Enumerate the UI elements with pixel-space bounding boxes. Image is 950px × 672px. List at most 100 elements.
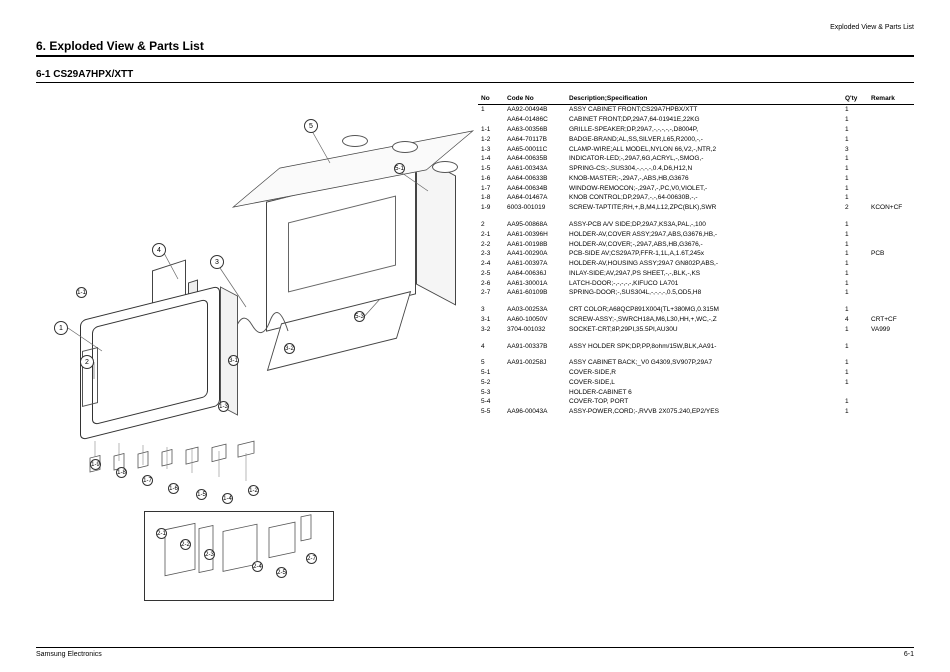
table-cell: SCREW-TAPTITE;RH,+,B,M4,L12,ZPC(BLK),SWR bbox=[566, 203, 842, 213]
table-cell: AA64-00634B bbox=[504, 183, 566, 193]
table-cell bbox=[868, 378, 914, 388]
table-cell: 1 bbox=[842, 164, 868, 174]
table-cell: COVER-TOP, PORT bbox=[566, 397, 842, 407]
table-cell: HOLDER-CABINET 6 bbox=[566, 387, 842, 397]
table-cell: AA03-00253A bbox=[504, 305, 566, 315]
col-header-code: Code No bbox=[504, 93, 566, 105]
table-cell: COVER-SIDE,R bbox=[566, 368, 842, 378]
table-cell bbox=[868, 407, 914, 417]
table-cell: 1 bbox=[842, 193, 868, 203]
table-cell: 1 bbox=[842, 324, 868, 334]
table-cell: KCON+CF bbox=[868, 203, 914, 213]
table-cell: 1 bbox=[842, 183, 868, 193]
parts-table-container: No Code No Description;Specification Q't… bbox=[478, 93, 914, 613]
table-cell: 1 bbox=[478, 105, 504, 115]
table-cell: 3704-001032 bbox=[504, 324, 566, 334]
table-cell: AA64-00635B bbox=[504, 154, 566, 164]
parts-table: No Code No Description;Specification Q't… bbox=[478, 93, 914, 417]
table-cell: 2-7 bbox=[478, 288, 504, 298]
table-cell bbox=[868, 368, 914, 378]
table-row: 2-3AA41-00290APCB-SIDE AV;CS29A7P,FFR-1,… bbox=[478, 249, 914, 259]
diagram-sub-callout: 2-3 bbox=[204, 549, 215, 560]
table-cell: 1 bbox=[842, 115, 868, 125]
table-row: 1AA92-00494BASSY CABINET FRONT;CS29A7HPB… bbox=[478, 105, 914, 115]
table-row: 1-4AA64-00635BINDICATOR-LED;-,29A7,6G,AC… bbox=[478, 154, 914, 164]
table-cell: 1 bbox=[842, 278, 868, 288]
table-cell: 6003-001019 bbox=[504, 203, 566, 213]
table-cell: 1 bbox=[842, 269, 868, 279]
table-row: 5AA91-00258JASSY CABINET BACK;_V0 G4309,… bbox=[478, 358, 914, 368]
table-cell: 1 bbox=[842, 229, 868, 239]
diagram-sub-callout: 1-8 bbox=[116, 467, 127, 478]
table-cell: AA64-70117B bbox=[504, 134, 566, 144]
table-cell bbox=[868, 220, 914, 230]
diagram-sub-callout: 1-9 bbox=[90, 459, 101, 470]
table-row: 3-1AA60-10050VSCREW-ASSY;-,SWRCH18A,M6,L… bbox=[478, 315, 914, 325]
table-cell: AA61-00198B bbox=[504, 239, 566, 249]
col-header-no: No bbox=[478, 93, 504, 105]
table-cell bbox=[868, 193, 914, 203]
table-cell: ASSY HOLDER SPK;DP,PP,8ohm/15W,BLK,AA91- bbox=[566, 341, 842, 351]
diagram-callout: 4 bbox=[152, 243, 166, 257]
table-cell bbox=[868, 229, 914, 239]
table-cell: 1-9 bbox=[478, 203, 504, 213]
diagram-callout: 1 bbox=[54, 321, 68, 335]
table-row: 1-5AA61-00343ASPRING-CS;-,SUS304,-,-,-,-… bbox=[478, 164, 914, 174]
diagram-sub-callout: 5-1 bbox=[394, 163, 405, 174]
table-cell: AA61-00343A bbox=[504, 164, 566, 174]
table-cell: 1-7 bbox=[478, 183, 504, 193]
table-cell: 1-3 bbox=[478, 144, 504, 154]
table-cell: AA64-01486C bbox=[504, 115, 566, 125]
table-cell: AA61-60109B bbox=[504, 288, 566, 298]
table-cell: 5-4 bbox=[478, 397, 504, 407]
table-cell: CABINET FRONT;DP,29A7,64-01941E,22KG bbox=[566, 115, 842, 125]
table-cell: 1 bbox=[842, 173, 868, 183]
table-row: 1-7AA64-00634BWINDOW-REMOCON;-,29A7,-,PC… bbox=[478, 183, 914, 193]
diagram-sub-callout: 1-1 bbox=[76, 287, 87, 298]
table-cell bbox=[868, 278, 914, 288]
table-cell: 2 bbox=[842, 203, 868, 213]
diagram-sub-callout: 2-7 bbox=[306, 553, 317, 564]
table-cell: AA61-00396H bbox=[504, 229, 566, 239]
table-cell: 5-3 bbox=[478, 387, 504, 397]
table-cell: 1 bbox=[842, 259, 868, 269]
table-cell: 1-4 bbox=[478, 154, 504, 164]
table-cell: PCB bbox=[868, 249, 914, 259]
table-cell: 1-1 bbox=[478, 125, 504, 135]
table-cell bbox=[868, 358, 914, 368]
diagram-sub-callout: 1-2 bbox=[248, 485, 259, 496]
table-cell: 4 bbox=[478, 341, 504, 351]
table-cell bbox=[868, 239, 914, 249]
table-cell bbox=[504, 387, 566, 397]
section-subtitle: 6-1 CS29A7HPX/XTT bbox=[36, 69, 914, 83]
diagram-sub-callout: 2-4 bbox=[252, 561, 263, 572]
table-cell: 4 bbox=[842, 315, 868, 325]
table-cell: 1 bbox=[842, 288, 868, 298]
table-cell: 1-2 bbox=[478, 134, 504, 144]
col-header-qty: Q'ty bbox=[842, 93, 868, 105]
header-label: Exploded View & Parts List bbox=[36, 24, 914, 31]
table-cell: 3 bbox=[842, 144, 868, 154]
table-row: 1-2AA64-70117BBADGE-BRAND;AL,SS,SILVER,L… bbox=[478, 134, 914, 144]
table-cell: 2-2 bbox=[478, 239, 504, 249]
diagram-callout: 5 bbox=[304, 119, 318, 133]
table-cell bbox=[868, 259, 914, 269]
table-row: 5-4COVER-TOP, PORT1 bbox=[478, 397, 914, 407]
table-cell: BADGE-BRAND;AL,SS,SILVER,L65,R2000,-,- bbox=[566, 134, 842, 144]
table-row: 5-2COVER-SIDE,L1 bbox=[478, 378, 914, 388]
table-cell: SCREW-ASSY;-,SWRCH18A,M6,L30,HH,+,WC,-,Z bbox=[566, 315, 842, 325]
table-cell: 1 bbox=[842, 125, 868, 135]
table-row: 2AA95-00868AASSY-PCB A/V SIDE;DP,29A7,KS… bbox=[478, 220, 914, 230]
table-cell bbox=[868, 183, 914, 193]
table-cell bbox=[868, 105, 914, 115]
footer-right: 6-1 bbox=[904, 651, 914, 658]
diagram-sub-callout: 1-3 bbox=[218, 401, 229, 412]
page-footer: Samsung Electronics 6-1 bbox=[36, 647, 914, 658]
table-cell: 1-6 bbox=[478, 173, 504, 183]
table-row: 2-2AA61-00198BHOLDER-AV,COVER;-,29A7,ABS… bbox=[478, 239, 914, 249]
table-cell: 3-2 bbox=[478, 324, 504, 334]
table-cell: 1 bbox=[842, 358, 868, 368]
main-content: 123451-11-21-31-41-51-61-71-81-95-15-33-… bbox=[36, 93, 914, 613]
table-row: 5-3 HOLDER-CABINET 6 bbox=[478, 387, 914, 397]
table-row: 1-3AA65-00011CCLAMP-WIRE;ALL MODEL,NYLON… bbox=[478, 144, 914, 154]
